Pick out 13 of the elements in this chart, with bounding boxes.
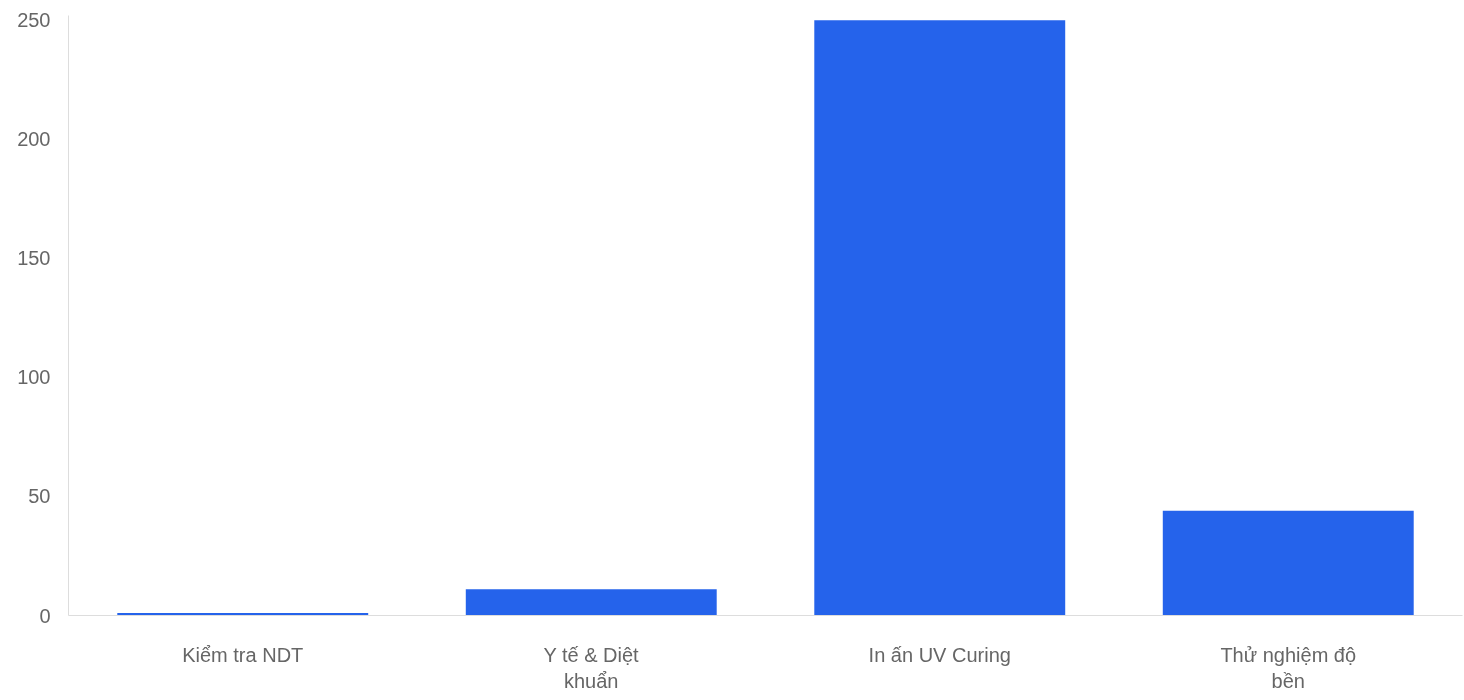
- x-tick-label: Y tế & Diệt khuẩn: [543, 643, 640, 692]
- bar: [814, 20, 1066, 616]
- y-tick-label: 250: [17, 9, 51, 32]
- x-tick-label: In ấn UV Curing: [868, 643, 1011, 666]
- y-tick-label: 0: [39, 604, 51, 627]
- y-tick-label: 50: [28, 485, 51, 508]
- bar: [1162, 510, 1414, 616]
- x-tick-label: Thử nghiệm độ bền: [1220, 643, 1357, 692]
- bar: [465, 589, 717, 616]
- y-tick-label: 150: [17, 247, 51, 270]
- x-tick-label: Kiểm tra NDT: [182, 643, 304, 666]
- y-tick-label: 200: [17, 128, 51, 151]
- y-tick-label: 100: [17, 366, 51, 389]
